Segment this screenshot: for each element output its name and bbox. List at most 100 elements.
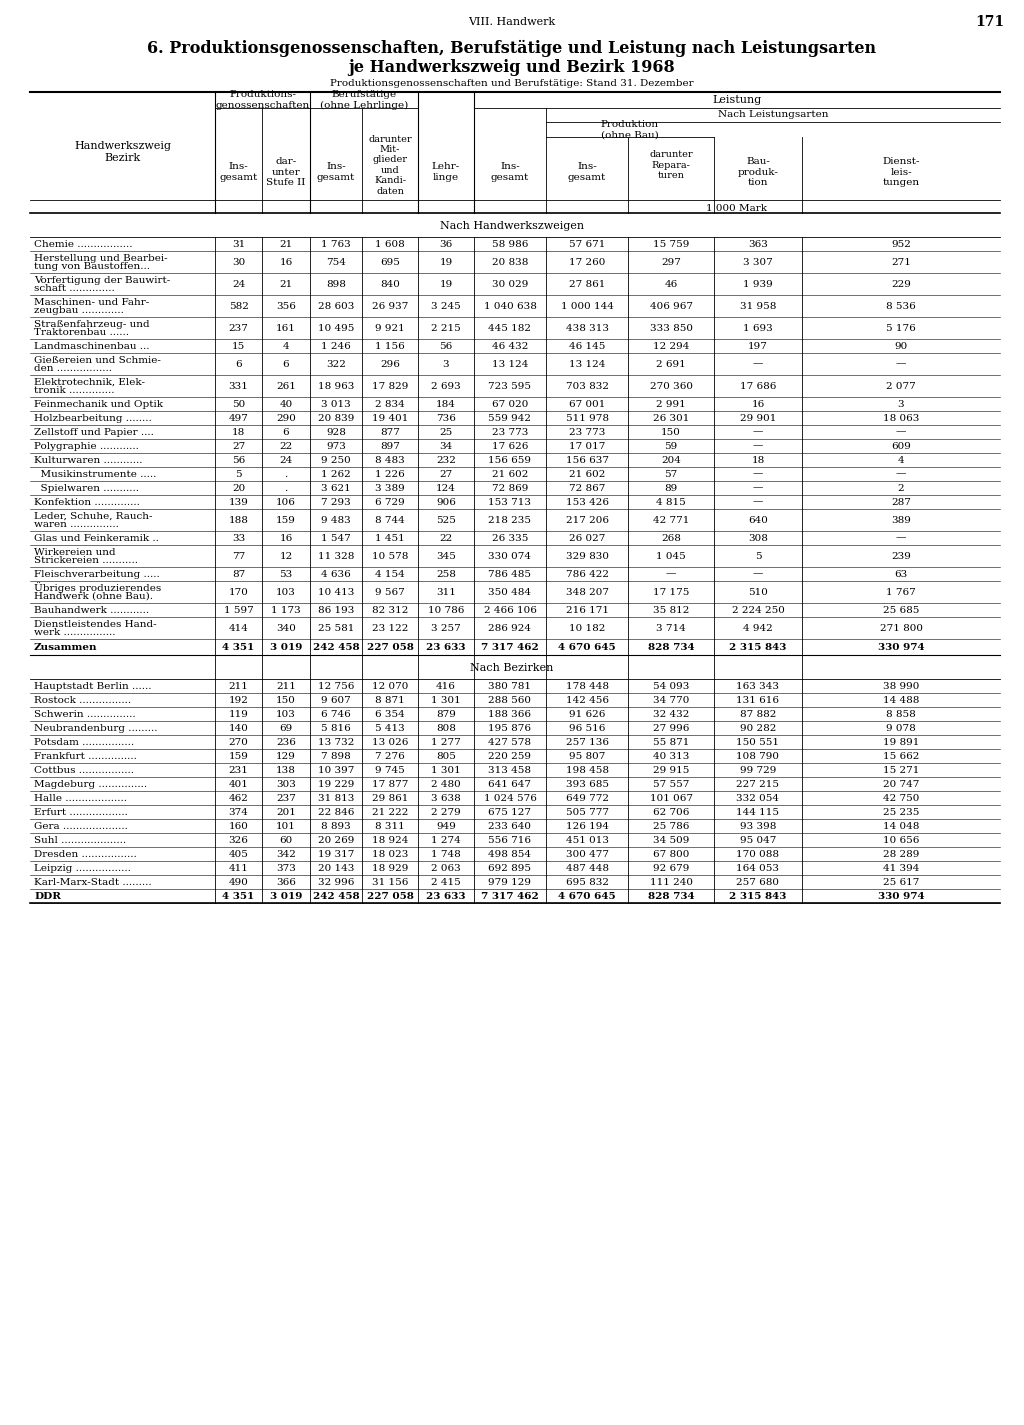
Text: 41 394: 41 394 bbox=[883, 864, 920, 872]
Text: 229: 229 bbox=[891, 279, 911, 288]
Text: 695: 695 bbox=[380, 258, 400, 266]
Text: 40: 40 bbox=[280, 399, 293, 409]
Text: 17 626: 17 626 bbox=[492, 442, 528, 450]
Text: 17 877: 17 877 bbox=[372, 779, 409, 788]
Text: 5: 5 bbox=[236, 469, 242, 479]
Text: je Handwerkszweig und Bezirk 1968: je Handwerkszweig und Bezirk 1968 bbox=[348, 58, 676, 76]
Text: 23 633: 23 633 bbox=[426, 892, 466, 901]
Text: 2 224 250: 2 224 250 bbox=[731, 606, 784, 614]
Text: 195 876: 195 876 bbox=[488, 724, 531, 732]
Text: 3 307: 3 307 bbox=[743, 258, 773, 266]
Text: 1 451: 1 451 bbox=[375, 533, 404, 543]
Text: 786 485: 786 485 bbox=[488, 570, 531, 579]
Text: 38 990: 38 990 bbox=[883, 681, 920, 691]
Text: 242 458: 242 458 bbox=[312, 643, 359, 651]
Text: 170: 170 bbox=[228, 587, 249, 597]
Text: 101 067: 101 067 bbox=[649, 794, 692, 802]
Text: 72 867: 72 867 bbox=[568, 483, 605, 493]
Text: 8 744: 8 744 bbox=[375, 516, 404, 524]
Text: —: — bbox=[753, 483, 763, 493]
Text: Feinmechanik und Optik: Feinmechanik und Optik bbox=[34, 399, 163, 409]
Text: Ins-
gesamt: Ins- gesamt bbox=[568, 162, 606, 182]
Text: 20: 20 bbox=[231, 483, 245, 493]
Text: 22 846: 22 846 bbox=[317, 808, 354, 817]
Text: 142 456: 142 456 bbox=[565, 695, 608, 704]
Text: 108 790: 108 790 bbox=[736, 751, 779, 761]
Text: —: — bbox=[896, 533, 906, 543]
Text: 2 691: 2 691 bbox=[656, 359, 686, 369]
Text: 979 129: 979 129 bbox=[488, 878, 531, 886]
Text: Vorfertigung der Bauwirt-: Vorfertigung der Bauwirt- bbox=[34, 275, 170, 285]
Text: 288 560: 288 560 bbox=[488, 695, 531, 704]
Text: 297: 297 bbox=[662, 258, 681, 266]
Text: 30: 30 bbox=[231, 258, 245, 266]
Text: 675 127: 675 127 bbox=[488, 808, 531, 817]
Text: 8 858: 8 858 bbox=[886, 710, 915, 718]
Text: 8 311: 8 311 bbox=[375, 821, 404, 831]
Text: 57 557: 57 557 bbox=[653, 779, 689, 788]
Text: 13 026: 13 026 bbox=[372, 738, 409, 747]
Text: 31: 31 bbox=[231, 239, 245, 248]
Text: 6: 6 bbox=[283, 359, 290, 369]
Text: 257 136: 257 136 bbox=[565, 738, 608, 747]
Text: Ins-
gesamt: Ins- gesamt bbox=[316, 162, 355, 182]
Text: 2 215: 2 215 bbox=[431, 323, 461, 332]
Text: Leistung: Leistung bbox=[713, 95, 762, 105]
Text: 1 226: 1 226 bbox=[375, 469, 404, 479]
Text: Nach Leistungsarten: Nach Leistungsarten bbox=[718, 110, 828, 118]
Text: 1 748: 1 748 bbox=[431, 849, 461, 858]
Text: Erfurt ..................: Erfurt .................. bbox=[34, 808, 128, 817]
Text: 2 315 843: 2 315 843 bbox=[729, 643, 786, 651]
Text: 93 398: 93 398 bbox=[739, 821, 776, 831]
Text: 21 602: 21 602 bbox=[568, 469, 605, 479]
Text: 150: 150 bbox=[276, 695, 296, 704]
Text: tronik ..............: tronik .............. bbox=[34, 386, 115, 395]
Text: Ins-
gesamt: Ins- gesamt bbox=[490, 162, 529, 182]
Text: 1 000 144: 1 000 144 bbox=[560, 302, 613, 311]
Text: 303: 303 bbox=[276, 779, 296, 788]
Text: 14 488: 14 488 bbox=[883, 695, 920, 704]
Text: 10 413: 10 413 bbox=[317, 587, 354, 597]
Text: 156 659: 156 659 bbox=[488, 456, 531, 465]
Text: 18 023: 18 023 bbox=[372, 849, 409, 858]
Text: 56: 56 bbox=[231, 456, 245, 465]
Text: 218 235: 218 235 bbox=[488, 516, 531, 524]
Text: 879: 879 bbox=[436, 710, 456, 718]
Text: 34 770: 34 770 bbox=[653, 695, 689, 704]
Text: 171: 171 bbox=[976, 16, 1005, 28]
Text: 9 921: 9 921 bbox=[375, 323, 404, 332]
Text: 366: 366 bbox=[276, 878, 296, 886]
Text: 2 991: 2 991 bbox=[656, 399, 686, 409]
Text: 131 616: 131 616 bbox=[736, 695, 779, 704]
Text: 67 800: 67 800 bbox=[653, 849, 689, 858]
Text: 1 767: 1 767 bbox=[886, 587, 915, 597]
Text: 35 812: 35 812 bbox=[653, 606, 689, 614]
Text: 153 426: 153 426 bbox=[565, 497, 608, 506]
Text: 2 480: 2 480 bbox=[431, 779, 461, 788]
Text: 9 078: 9 078 bbox=[886, 724, 915, 732]
Text: 331: 331 bbox=[228, 382, 249, 390]
Text: 6. Produktionsgenossenschaften, Berufstätige und Leistung nach Leistungsarten: 6. Produktionsgenossenschaften, Berufstä… bbox=[147, 40, 877, 57]
Text: 188 366: 188 366 bbox=[488, 710, 531, 718]
Text: 13 124: 13 124 bbox=[492, 359, 528, 369]
Text: 271: 271 bbox=[891, 258, 911, 266]
Text: 53: 53 bbox=[280, 570, 293, 579]
Text: 4 351: 4 351 bbox=[222, 643, 255, 651]
Text: —: — bbox=[666, 570, 676, 579]
Text: 2 315 843: 2 315 843 bbox=[729, 892, 786, 901]
Text: 60: 60 bbox=[280, 835, 293, 845]
Text: Produktionsgenossenschaften und Berufstätige: Stand 31. Dezember: Produktionsgenossenschaften und Berufstä… bbox=[330, 78, 694, 87]
Text: 31 958: 31 958 bbox=[739, 302, 776, 311]
Text: 9 745: 9 745 bbox=[375, 765, 404, 775]
Text: 1 277: 1 277 bbox=[431, 738, 461, 747]
Text: 87 882: 87 882 bbox=[739, 710, 776, 718]
Text: 3: 3 bbox=[898, 399, 904, 409]
Text: Magdeburg ...............: Magdeburg ............... bbox=[34, 779, 147, 788]
Text: 18: 18 bbox=[231, 428, 245, 436]
Text: 96 516: 96 516 bbox=[568, 724, 605, 732]
Text: 11 328: 11 328 bbox=[317, 551, 354, 560]
Text: 91 626: 91 626 bbox=[568, 710, 605, 718]
Text: 197: 197 bbox=[749, 342, 768, 351]
Text: DDR: DDR bbox=[34, 892, 61, 901]
Text: 1 246: 1 246 bbox=[322, 342, 351, 351]
